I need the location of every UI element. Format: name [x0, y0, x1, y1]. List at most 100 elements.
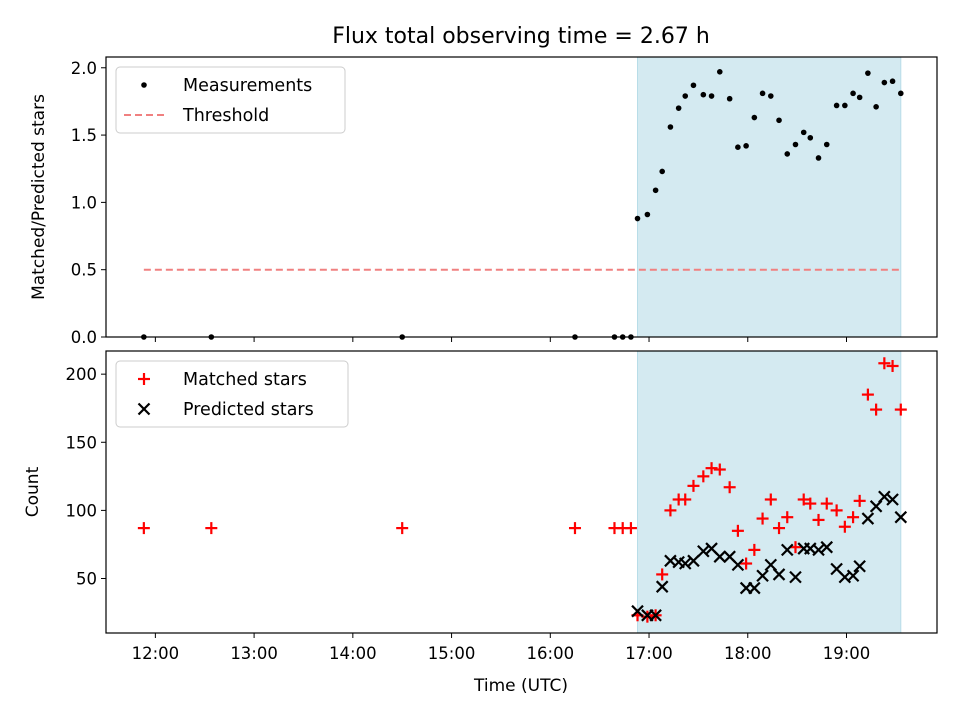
- data-point: [652, 187, 659, 194]
- legend-marker: [137, 402, 151, 416]
- data-point: [773, 522, 786, 535]
- x-stroke: [861, 512, 875, 525]
- data-point: [772, 568, 786, 581]
- data-point: [656, 568, 669, 581]
- x-tick-label: 13:00: [230, 644, 278, 663]
- x-tick-label: 19:00: [823, 644, 871, 663]
- x-tick-label: 17:00: [625, 644, 673, 663]
- data-point: [889, 78, 896, 85]
- series-matched-stars: [137, 357, 907, 623]
- data-point: [807, 134, 814, 141]
- data-point: [897, 90, 904, 97]
- x-tick-label: 15:00: [428, 644, 476, 663]
- data-point: [690, 82, 697, 89]
- data-point: [748, 543, 761, 556]
- data-point: [682, 93, 689, 99]
- y-tick-label: 150: [66, 433, 98, 452]
- x-stroke: [830, 562, 843, 576]
- data-point: [764, 493, 777, 506]
- data-point: [823, 141, 830, 148]
- data-point: [820, 497, 833, 510]
- data-point: [797, 493, 810, 506]
- x-stroke: [731, 558, 745, 572]
- data-point: [861, 388, 874, 401]
- y-axis-label: Matched/Predicted stars: [29, 94, 49, 300]
- y-tick-label: 1.0: [71, 193, 97, 212]
- y-tick-label: 0.0: [71, 328, 97, 347]
- x-tick-label: 18:00: [724, 644, 772, 663]
- data-point: [833, 102, 840, 109]
- data-point: [846, 569, 860, 583]
- y-axis-label: Count: [23, 466, 43, 517]
- data-point: [667, 124, 674, 130]
- shaded-region: [637, 350, 902, 634]
- y-tick-label: 50: [76, 570, 97, 589]
- data-point: [396, 522, 409, 535]
- data-point: [886, 359, 899, 372]
- data-point: [751, 114, 758, 121]
- data-point: [878, 357, 891, 370]
- data-point: [679, 493, 692, 506]
- x-stroke: [687, 554, 700, 568]
- data-point: [768, 93, 774, 99]
- data-point: [713, 463, 726, 476]
- data-point: [873, 104, 879, 110]
- data-point: [708, 93, 715, 99]
- axes-frame: [105, 56, 938, 338]
- data-point: [687, 554, 700, 568]
- data-point: [716, 69, 723, 75]
- data-point: [804, 497, 817, 510]
- data-point: [789, 570, 802, 584]
- x-stroke: [137, 402, 151, 416]
- x-stroke: [764, 558, 778, 572]
- data-point: [700, 91, 707, 98]
- y-tick-label: 0.5: [71, 261, 97, 280]
- data-point: [759, 90, 766, 97]
- data-point: [568, 522, 581, 535]
- legend-box: [115, 360, 349, 428]
- y-tick-label: 100: [66, 501, 98, 520]
- axes-frame: [105, 350, 938, 634]
- data-point: [748, 581, 761, 595]
- y-tick-label: 2.0: [71, 59, 97, 78]
- data-point: [776, 117, 782, 124]
- x-axis-label: Time (UTC): [473, 676, 568, 696]
- data-point: [780, 543, 794, 557]
- x-stroke: [878, 490, 891, 504]
- x-stroke: [812, 543, 825, 557]
- x-stroke: [756, 569, 769, 583]
- data-point: [649, 609, 662, 622]
- x-stroke: [655, 580, 669, 593]
- data-point: [743, 143, 749, 149]
- x-stroke: [748, 581, 761, 595]
- x-stroke: [846, 569, 860, 583]
- x-stroke: [772, 568, 786, 581]
- data-point: [678, 557, 692, 570]
- data-point: [861, 512, 875, 525]
- data-point: [735, 144, 741, 150]
- x-stroke: [780, 543, 794, 557]
- data-point: [731, 558, 745, 572]
- data-point: [756, 569, 769, 583]
- data-point: [812, 513, 825, 526]
- data-point: [820, 540, 834, 554]
- legend-label: Matched stars: [183, 370, 307, 390]
- data-point: [687, 479, 700, 492]
- data-point: [675, 105, 682, 111]
- x-tick-label: 16:00: [527, 644, 575, 663]
- data-point: [894, 510, 908, 524]
- data-point: [842, 102, 848, 109]
- data-point: [631, 604, 644, 618]
- data-point: [137, 522, 150, 535]
- count-panel: 50 100 150 200 12:00 13:00 14:00 15:00 16:00 17:0…: [23, 350, 938, 663]
- x-stroke: [853, 559, 866, 573]
- x-stroke: [631, 604, 644, 618]
- data-point: [847, 511, 860, 524]
- x-stroke: [789, 570, 802, 584]
- data-point: [659, 168, 665, 175]
- x-stroke: [672, 555, 685, 569]
- data-point: [856, 94, 863, 101]
- x-stroke: [697, 544, 710, 558]
- data-point: [697, 544, 710, 558]
